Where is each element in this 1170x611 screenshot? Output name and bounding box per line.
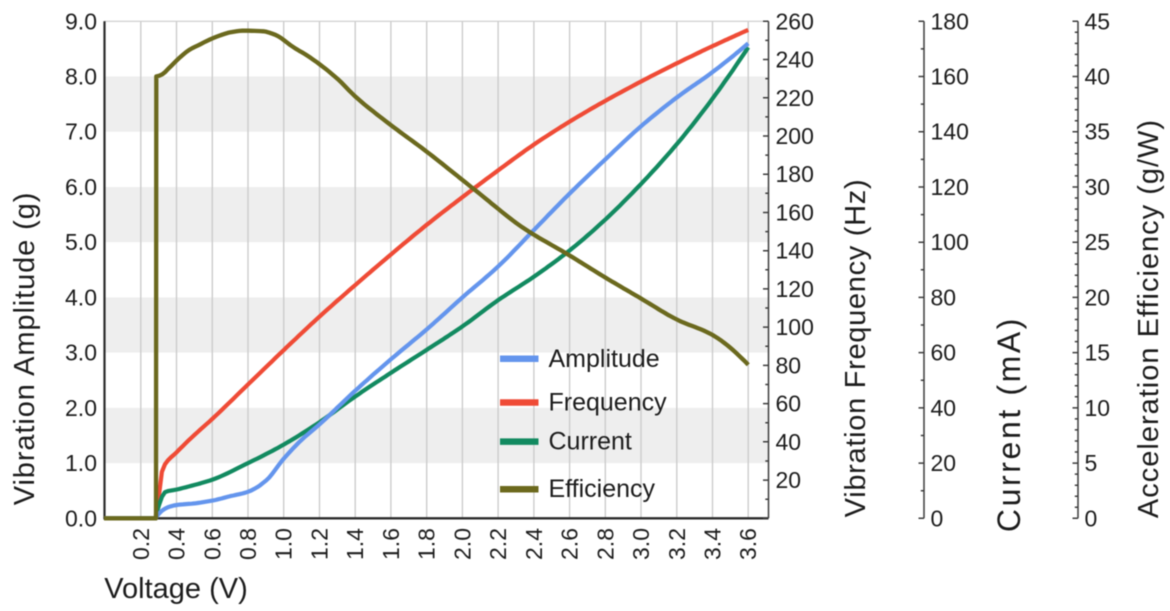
svg-text:1.8: 1.8	[414, 528, 440, 560]
svg-text:0.2: 0.2	[128, 528, 154, 560]
svg-text:40: 40	[1085, 64, 1111, 90]
svg-text:2.6: 2.6	[557, 528, 583, 560]
svg-text:0: 0	[1085, 505, 1098, 531]
svg-text:220: 220	[776, 85, 814, 111]
svg-text:7.0: 7.0	[65, 119, 97, 145]
svg-text:Amplitude: Amplitude	[549, 345, 660, 373]
svg-text:60: 60	[931, 340, 957, 366]
svg-text:Current (mA): Current (mA)	[991, 316, 1027, 532]
svg-text:5: 5	[1085, 450, 1098, 476]
svg-text:0.6: 0.6	[199, 528, 225, 560]
svg-text:0.0: 0.0	[65, 505, 97, 531]
svg-text:2.0: 2.0	[449, 528, 475, 560]
svg-text:160: 160	[776, 200, 814, 226]
svg-text:30: 30	[1085, 174, 1111, 200]
svg-text:80: 80	[776, 352, 802, 378]
svg-text:1.0: 1.0	[271, 528, 297, 560]
svg-text:4.0: 4.0	[65, 284, 97, 310]
svg-text:1.4: 1.4	[342, 528, 368, 560]
svg-text:0.4: 0.4	[164, 528, 190, 560]
svg-text:140: 140	[776, 238, 814, 264]
svg-text:10: 10	[1085, 395, 1111, 421]
svg-text:2.4: 2.4	[521, 528, 547, 560]
svg-text:3.4: 3.4	[700, 528, 726, 560]
svg-text:1.0: 1.0	[65, 450, 97, 476]
svg-text:240: 240	[776, 47, 814, 73]
svg-text:15: 15	[1085, 340, 1111, 366]
svg-text:Frequency: Frequency	[549, 389, 668, 417]
svg-text:9.0: 9.0	[65, 8, 97, 34]
svg-text:45: 45	[1085, 8, 1111, 34]
svg-text:35: 35	[1085, 119, 1111, 145]
svg-text:25: 25	[1085, 229, 1111, 255]
svg-text:0: 0	[931, 505, 944, 531]
svg-text:20: 20	[931, 450, 957, 476]
svg-text:Acceleration Efficiency (g/W): Acceleration Efficiency (g/W)	[1133, 119, 1165, 518]
svg-text:100: 100	[931, 229, 969, 255]
svg-text:8.0: 8.0	[65, 64, 97, 90]
svg-text:3.0: 3.0	[65, 340, 97, 366]
svg-text:40: 40	[776, 429, 802, 455]
svg-text:120: 120	[776, 276, 814, 302]
svg-text:160: 160	[931, 64, 969, 90]
svg-text:3.0: 3.0	[628, 528, 654, 560]
svg-text:120: 120	[931, 174, 969, 200]
svg-text:0.8: 0.8	[235, 528, 261, 560]
svg-text:Voltage (V): Voltage (V)	[104, 573, 247, 605]
svg-text:20: 20	[776, 467, 802, 493]
svg-text:20: 20	[1085, 284, 1111, 310]
svg-text:1.2: 1.2	[307, 528, 333, 560]
svg-text:3.2: 3.2	[664, 528, 690, 560]
svg-text:Efficiency: Efficiency	[549, 475, 656, 503]
svg-text:Current: Current	[549, 428, 632, 456]
svg-text:180: 180	[776, 161, 814, 187]
svg-text:Vibration Frequency (Hz): Vibration Frequency (Hz)	[840, 179, 872, 518]
svg-text:2.8: 2.8	[592, 528, 618, 560]
svg-text:200: 200	[776, 123, 814, 149]
svg-text:260: 260	[776, 8, 814, 34]
svg-text:140: 140	[931, 119, 969, 145]
svg-text:5.0: 5.0	[65, 229, 97, 255]
svg-text:2.2: 2.2	[485, 528, 511, 560]
svg-text:80: 80	[931, 284, 957, 310]
svg-text:40: 40	[931, 395, 957, 421]
svg-text:2.0: 2.0	[65, 395, 97, 421]
svg-text:3.6: 3.6	[735, 528, 761, 560]
svg-text:Vibration Amplitude (g): Vibration Amplitude (g)	[9, 192, 41, 506]
svg-text:180: 180	[931, 8, 969, 34]
svg-text:1.6: 1.6	[378, 528, 404, 560]
svg-text:6.0: 6.0	[65, 174, 97, 200]
svg-text:100: 100	[776, 314, 814, 340]
svg-text:60: 60	[776, 391, 802, 417]
